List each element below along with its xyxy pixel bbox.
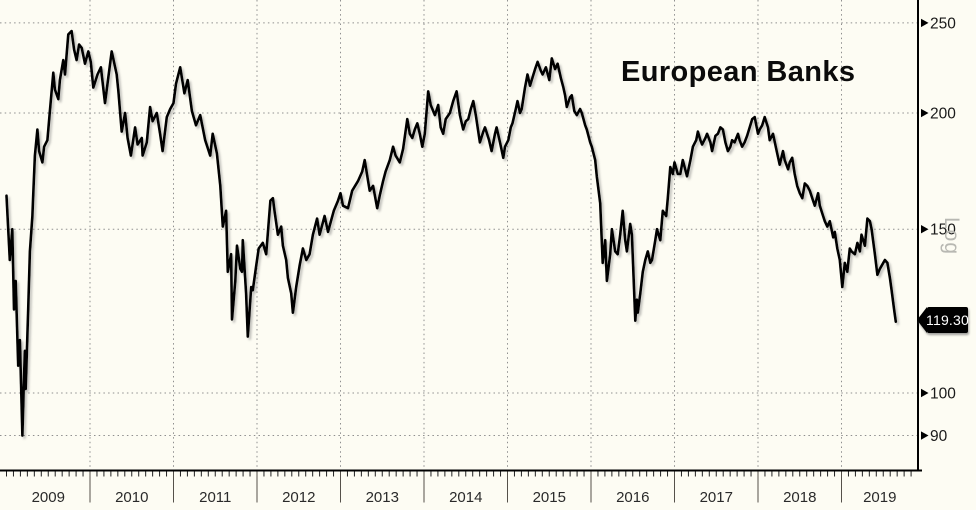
y-tick-label-200: 200 <box>930 106 956 123</box>
last-price-value: 119.30 <box>926 312 969 328</box>
x-tick-label-2017: 2017 <box>700 489 733 506</box>
y-tick-arrow-icon <box>921 108 929 118</box>
x-tick-label-2016: 2016 <box>616 489 649 506</box>
y-tick-label-250: 250 <box>930 15 956 32</box>
axis-labels: 250 200 150 100 90 2009 2010 2011 2012 2013 2014 20… <box>32 15 957 506</box>
x-tick-label-2009: 2009 <box>32 489 65 506</box>
y-tick-arrow-icon <box>921 431 929 440</box>
axes <box>0 0 922 503</box>
y-tick-arrow-icon <box>921 18 929 28</box>
x-tick-label-2014: 2014 <box>449 489 482 506</box>
y-tick-label-150: 150 <box>930 222 956 239</box>
x-tick-label-2012: 2012 <box>282 489 315 506</box>
price-line <box>5 29 898 437</box>
y-tick-arrow-icon <box>921 225 929 234</box>
y-tick-arrow-icon <box>921 388 929 398</box>
x-tick-label-2011: 2011 <box>199 489 231 506</box>
x-tick-label-2015: 2015 <box>533 489 566 506</box>
gridlines <box>0 0 918 470</box>
x-tick-label-2018: 2018 <box>783 489 816 506</box>
chart-title: European Banks <box>621 56 856 88</box>
y-tick-label-90: 90 <box>930 428 948 445</box>
log-scale-label: Log <box>940 216 963 256</box>
x-tick-label-2019: 2019 <box>863 489 896 506</box>
x-tick-label-2013: 2013 <box>366 489 399 506</box>
x-tick-label-2010: 2010 <box>115 489 148 506</box>
y-tick-label-100: 100 <box>930 386 956 403</box>
last-price-tag: 119.30 <box>917 307 969 333</box>
price-series <box>5 29 898 437</box>
